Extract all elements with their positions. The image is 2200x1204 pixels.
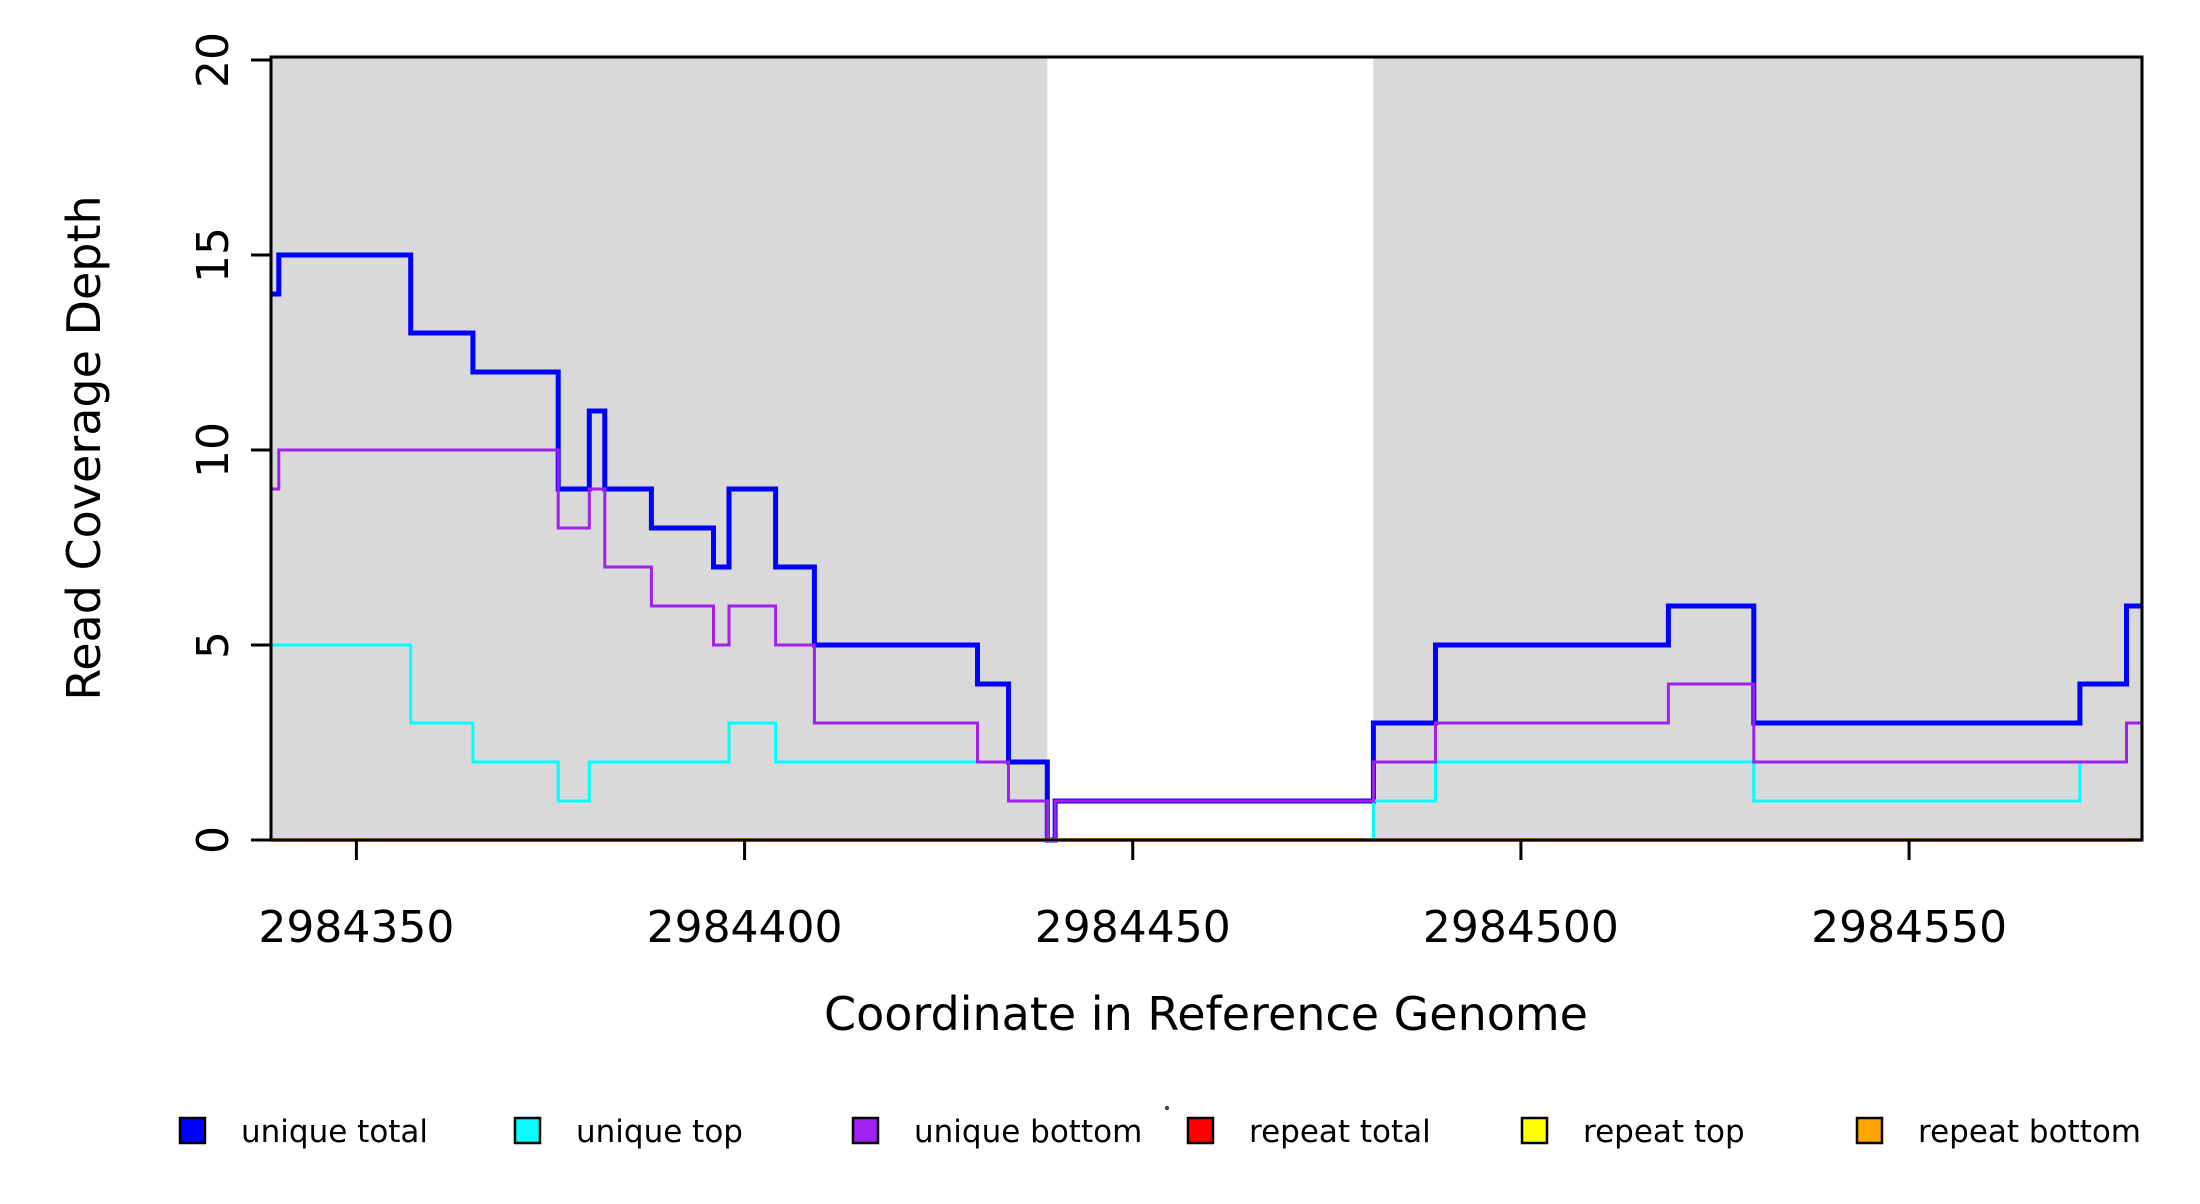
legend-label: unique bottom xyxy=(914,1114,1142,1150)
legend-swatch-unique-top xyxy=(513,1116,542,1145)
series-line-unique-total xyxy=(271,252,2142,843)
legend: unique total unique top unique bottom repea… xyxy=(178,1114,2141,1150)
legend-label: unique top xyxy=(576,1114,743,1150)
y-tick-label: 10 xyxy=(188,422,239,478)
x-tick-label: 2984550 xyxy=(1811,902,2007,953)
x-axis-title: Coordinate in Reference Genome xyxy=(824,987,1588,1041)
shaded-region-1 xyxy=(1373,57,2142,840)
legend-label: repeat top xyxy=(1583,1114,1745,1150)
y-tick-label: 5 xyxy=(188,631,239,659)
x-tick-label: 2984500 xyxy=(1423,902,1619,953)
y-tick-label: 0 xyxy=(188,826,239,854)
legend-swatch-unique-total xyxy=(178,1116,207,1145)
legend-swatch-repeat-total xyxy=(1186,1116,1215,1145)
y-axis-title: Read Coverage Depth xyxy=(57,195,111,700)
x-tick-label: 2984450 xyxy=(1035,902,1231,953)
legend-swatch-repeat-top xyxy=(1520,1116,1549,1145)
x-tick-label: 2984350 xyxy=(258,902,454,953)
legend-swatch-repeat-bottom xyxy=(1855,1116,1884,1145)
legend-label: repeat bottom xyxy=(1918,1114,2141,1150)
y-tick-label: 20 xyxy=(188,32,239,88)
x-tick-label: 2984400 xyxy=(647,902,843,953)
series-line-unique-bottom xyxy=(271,448,2142,842)
legend-label: unique total xyxy=(241,1114,428,1150)
legend-label: repeat total xyxy=(1249,1114,1431,1150)
artifact-dot xyxy=(1164,1105,1170,1111)
legend-swatch-unique-bottom xyxy=(851,1116,880,1145)
y-tick-label: 15 xyxy=(188,227,239,283)
